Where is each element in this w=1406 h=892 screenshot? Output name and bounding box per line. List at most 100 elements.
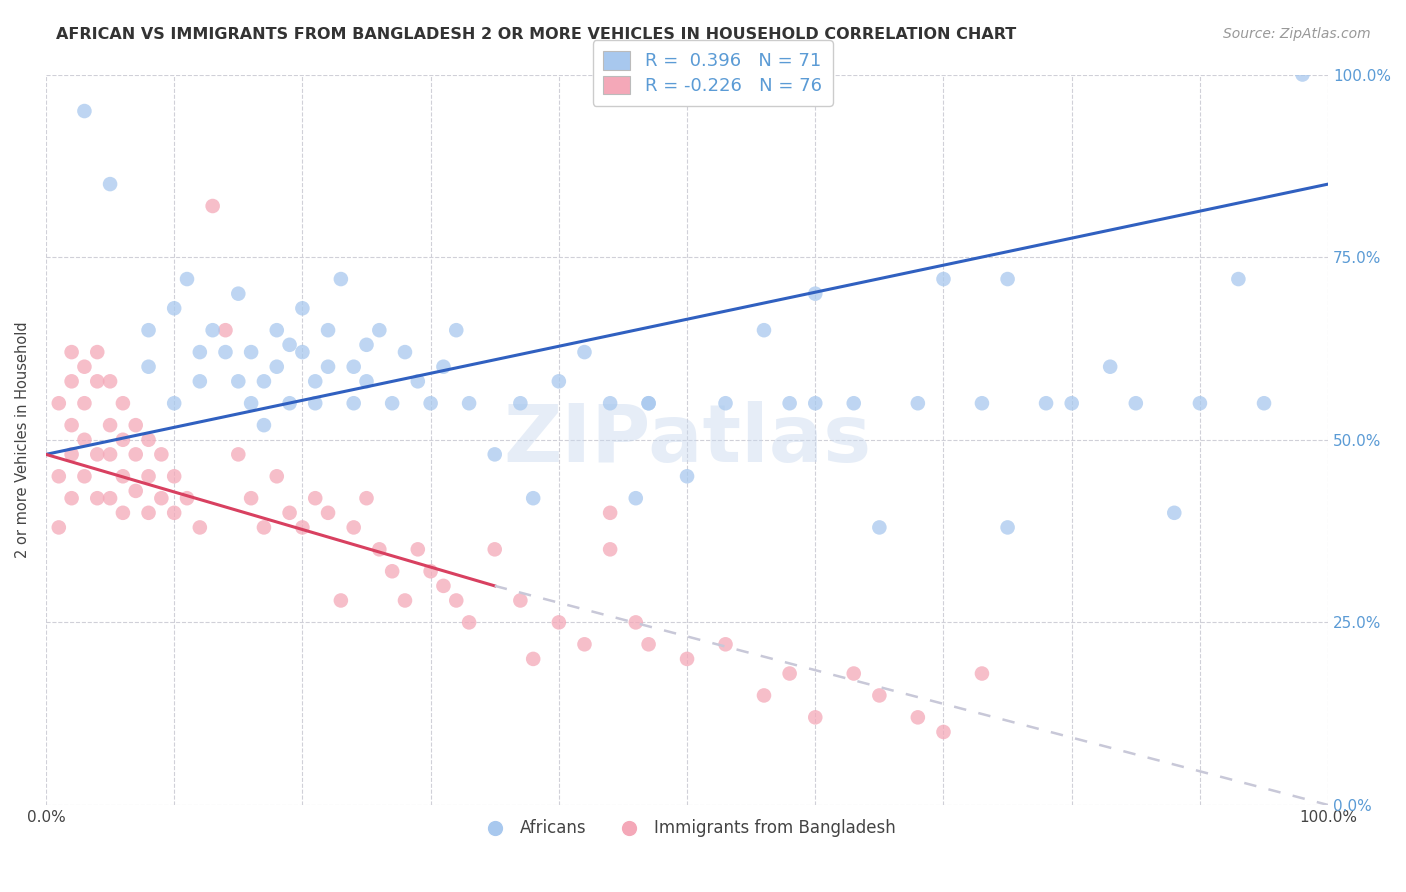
- Point: [343, 520, 366, 534]
- Point: [714, 637, 737, 651]
- Point: [291, 345, 314, 359]
- Point: [48, 520, 70, 534]
- Point: [752, 689, 775, 703]
- Point: [48, 396, 70, 410]
- Point: [406, 374, 429, 388]
- Point: [163, 506, 186, 520]
- Point: [73, 359, 96, 374]
- Point: [291, 520, 314, 534]
- Point: [394, 345, 416, 359]
- Point: [509, 396, 531, 410]
- Point: [907, 710, 929, 724]
- Point: [188, 520, 211, 534]
- Point: [240, 491, 263, 506]
- Point: [201, 199, 224, 213]
- Point: [138, 469, 160, 483]
- Point: [1060, 396, 1083, 410]
- Point: [253, 520, 276, 534]
- Point: [547, 615, 569, 630]
- Point: [368, 323, 391, 337]
- Point: [842, 396, 865, 410]
- Point: [368, 542, 391, 557]
- Point: [714, 396, 737, 410]
- Point: [86, 345, 108, 359]
- Point: [752, 323, 775, 337]
- Point: [98, 447, 121, 461]
- Point: [138, 506, 160, 520]
- Point: [98, 418, 121, 433]
- Point: [970, 396, 993, 410]
- Point: [1099, 359, 1122, 374]
- Point: [432, 359, 454, 374]
- Point: [779, 396, 801, 410]
- Point: [329, 593, 352, 607]
- Point: [111, 506, 134, 520]
- Point: [599, 396, 621, 410]
- Point: [253, 374, 276, 388]
- Point: [240, 345, 263, 359]
- Point: [484, 542, 506, 557]
- Point: [316, 323, 339, 337]
- Point: [86, 374, 108, 388]
- Point: [240, 396, 263, 410]
- Point: [637, 637, 659, 651]
- Point: [138, 433, 160, 447]
- Point: [60, 418, 83, 433]
- Point: [868, 520, 890, 534]
- Point: [446, 593, 468, 607]
- Point: [1188, 396, 1211, 410]
- Point: [356, 374, 378, 388]
- Point: [304, 491, 326, 506]
- Point: [343, 359, 366, 374]
- Point: [804, 710, 827, 724]
- Point: [599, 542, 621, 557]
- Point: [522, 491, 544, 506]
- Point: [98, 374, 121, 388]
- Point: [419, 564, 441, 578]
- Text: ZIPatlas: ZIPatlas: [503, 401, 872, 479]
- Point: [637, 396, 659, 410]
- Point: [599, 506, 621, 520]
- Point: [1253, 396, 1275, 410]
- Point: [624, 615, 647, 630]
- Text: Source: ZipAtlas.com: Source: ZipAtlas.com: [1223, 27, 1371, 41]
- Point: [111, 433, 134, 447]
- Point: [381, 396, 404, 410]
- Point: [176, 272, 198, 286]
- Point: [1227, 272, 1250, 286]
- Point: [997, 520, 1019, 534]
- Point: [637, 396, 659, 410]
- Point: [997, 272, 1019, 286]
- Point: [125, 447, 148, 461]
- Point: [188, 345, 211, 359]
- Point: [60, 345, 83, 359]
- Point: [356, 491, 378, 506]
- Point: [226, 374, 249, 388]
- Point: [98, 177, 121, 191]
- Point: [138, 323, 160, 337]
- Point: [60, 491, 83, 506]
- Point: [253, 418, 276, 433]
- Point: [1163, 506, 1185, 520]
- Point: [201, 323, 224, 337]
- Legend: Africans, Immigrants from Bangladesh: Africans, Immigrants from Bangladesh: [472, 813, 903, 844]
- Point: [842, 666, 865, 681]
- Point: [329, 272, 352, 286]
- Point: [676, 469, 699, 483]
- Point: [316, 506, 339, 520]
- Point: [458, 615, 481, 630]
- Point: [574, 345, 596, 359]
- Point: [86, 447, 108, 461]
- Point: [484, 447, 506, 461]
- Point: [111, 469, 134, 483]
- Point: [226, 447, 249, 461]
- Point: [868, 689, 890, 703]
- Point: [214, 323, 236, 337]
- Point: [356, 338, 378, 352]
- Point: [406, 542, 429, 557]
- Point: [214, 345, 236, 359]
- Point: [624, 491, 647, 506]
- Y-axis label: 2 or more Vehicles in Household: 2 or more Vehicles in Household: [15, 321, 30, 558]
- Point: [291, 301, 314, 316]
- Point: [163, 469, 186, 483]
